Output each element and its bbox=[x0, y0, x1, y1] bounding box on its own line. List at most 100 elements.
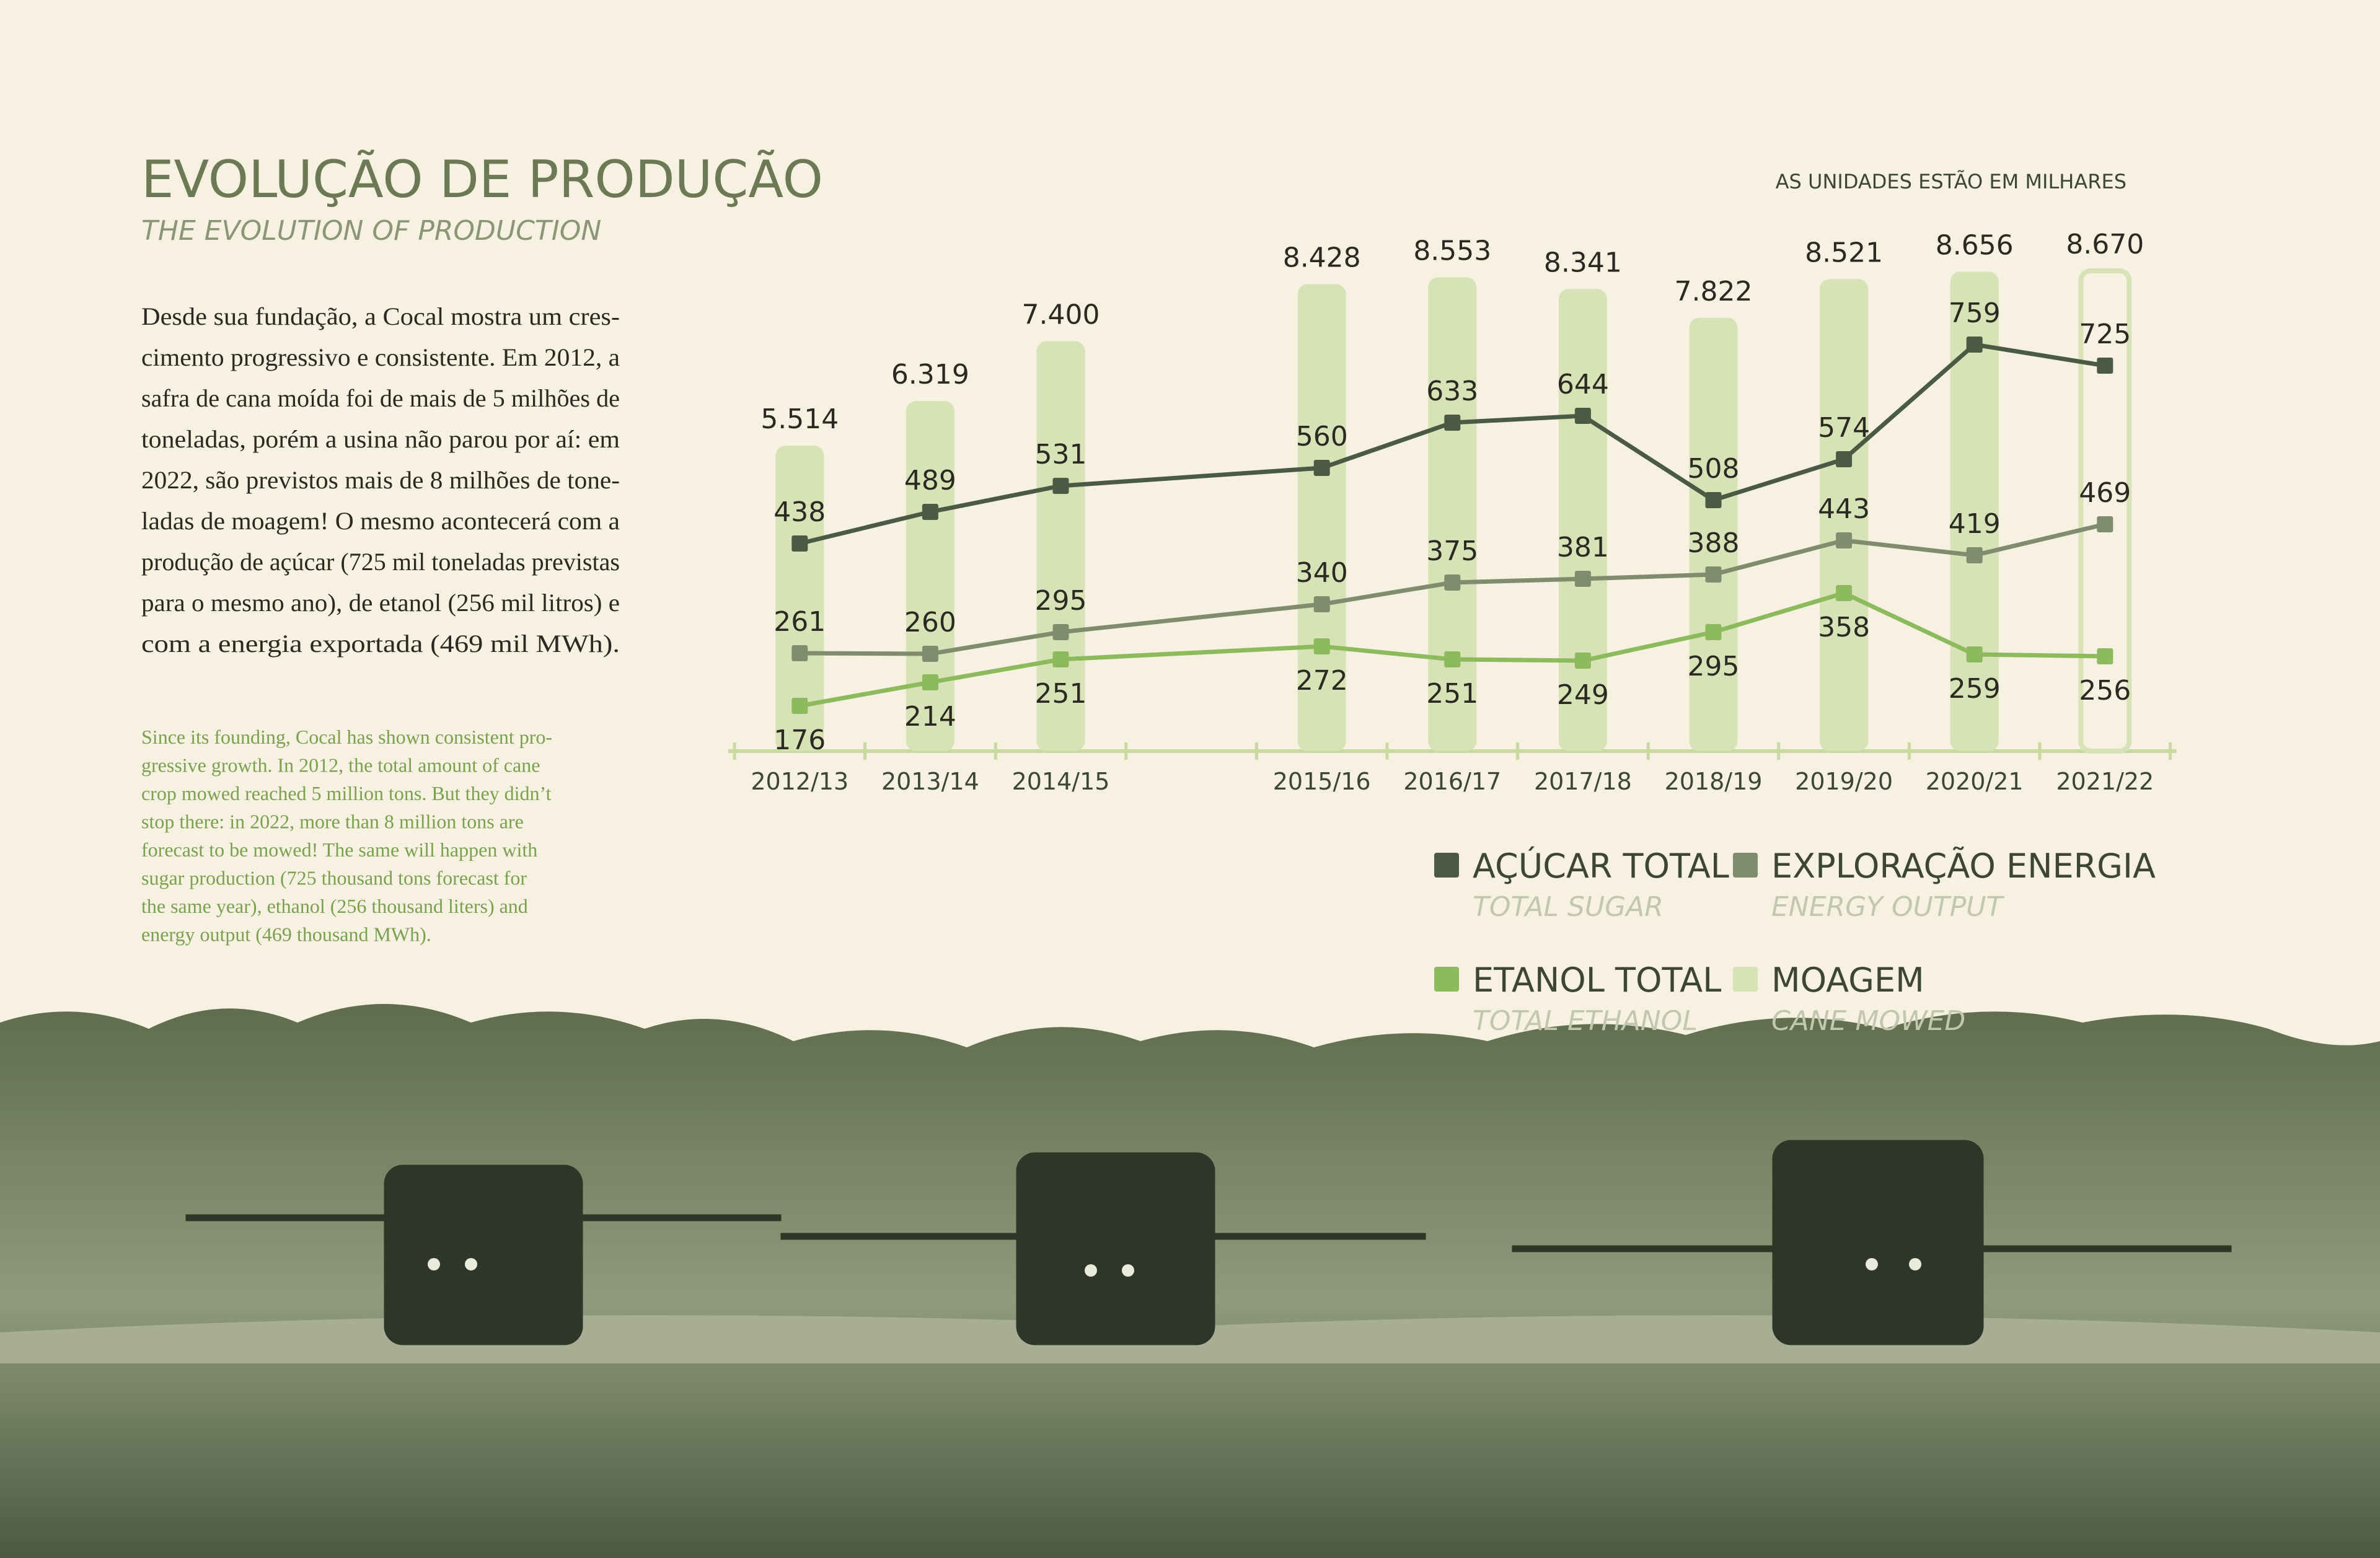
point-value-label: 340 bbox=[1296, 557, 1348, 589]
point bbox=[791, 698, 808, 714]
line bbox=[799, 342, 2105, 546]
point bbox=[1444, 651, 1461, 667]
point-value-label: 725 bbox=[2079, 319, 2131, 350]
legend-swatch bbox=[1434, 967, 1459, 992]
point-value-label: 759 bbox=[1949, 297, 2001, 329]
paragraph-en-line: crop mowed reached 5 million tons. But t… bbox=[141, 782, 552, 804]
point-value-label: 259 bbox=[1949, 673, 2001, 705]
point bbox=[1836, 451, 1853, 467]
legend-sublabel: TOTAL ETHANOL bbox=[1473, 1005, 1698, 1037]
point bbox=[922, 674, 938, 690]
point-value-label: 358 bbox=[1818, 612, 1870, 643]
bar bbox=[1558, 289, 1607, 751]
bar-value-label: 7.822 bbox=[1675, 276, 1753, 307]
point bbox=[1836, 585, 1853, 601]
point bbox=[1052, 651, 1069, 667]
bar-value-label: 8.670 bbox=[2066, 229, 2144, 260]
bar bbox=[1689, 317, 1738, 751]
paragraph-en-line: stop there: in 2022, more than 8 million… bbox=[141, 811, 524, 833]
paragraph-pt-line: ladas de moagem! O mesmo acontecerá com … bbox=[141, 507, 620, 535]
legend-swatch bbox=[1733, 967, 1758, 992]
bar-value-label: 6.319 bbox=[891, 359, 969, 390]
x-tick-label: 2021/22 bbox=[2056, 768, 2154, 795]
subtitle: THE EVOLUTION OF PRODUCTION bbox=[141, 215, 601, 247]
legend-sublabel: TOTAL SUGAR bbox=[1473, 891, 1664, 923]
point bbox=[1966, 337, 1983, 353]
point-value-label: 251 bbox=[1426, 678, 1478, 710]
point-value-label: 295 bbox=[1688, 651, 1740, 682]
point-value-label: 560 bbox=[1296, 421, 1348, 452]
point bbox=[1052, 478, 1069, 494]
point bbox=[1444, 574, 1461, 591]
legend-label: EXPLORAÇÃO ENERGIA bbox=[1771, 847, 2156, 886]
paragraph-pt-line: 2022, são previstos mais de 8 milhões de… bbox=[141, 466, 620, 494]
point bbox=[1313, 596, 1330, 612]
x-tick-label: 2018/19 bbox=[1665, 768, 1763, 795]
legend-swatch bbox=[1733, 853, 1758, 878]
point-value-label: 633 bbox=[1426, 376, 1478, 407]
point bbox=[1574, 571, 1591, 587]
paragraph-en-line: Since its founding, Cocal has shown cons… bbox=[141, 726, 552, 748]
point bbox=[1052, 624, 1069, 640]
point-value-label: 443 bbox=[1818, 493, 1870, 525]
legend-label: ETANOL TOTAL bbox=[1473, 961, 1721, 1000]
bar-value-label: 7.400 bbox=[1022, 299, 1100, 331]
point-value-label: 251 bbox=[1035, 678, 1087, 710]
point-value-label: 261 bbox=[774, 606, 826, 638]
photo bbox=[0, 1004, 2380, 1558]
x-tick-label: 2012/13 bbox=[751, 768, 848, 795]
point bbox=[922, 646, 938, 662]
point bbox=[1966, 547, 1983, 563]
point-value-label: 531 bbox=[1035, 439, 1087, 470]
point bbox=[1836, 532, 1853, 548]
x-tick-label: 2015/16 bbox=[1273, 768, 1371, 795]
x-tick-label: 2013/14 bbox=[881, 768, 979, 795]
paragraph-pt-line: produção de açúcar (725 mil toneladas pr… bbox=[141, 548, 620, 576]
bar-value-label: 8.341 bbox=[1544, 247, 1622, 278]
point bbox=[1313, 460, 1330, 476]
point-value-label: 574 bbox=[1818, 412, 1870, 444]
point bbox=[1574, 408, 1591, 424]
point-value-label: 272 bbox=[1296, 665, 1348, 697]
line bbox=[799, 591, 2105, 708]
bar-value-label: 8.428 bbox=[1283, 242, 1361, 274]
bar-value-label: 8.553 bbox=[1413, 235, 1491, 266]
point bbox=[1705, 492, 1722, 508]
point bbox=[1705, 624, 1722, 640]
paragraph-pt-line: Desde sua fundação, a Cocal mostra um cr… bbox=[141, 302, 620, 330]
paragraph-pt-line: toneladas, porém a usina não parou por a… bbox=[141, 425, 620, 453]
point-value-label: 260 bbox=[904, 607, 956, 638]
x-tick-label: 2014/15 bbox=[1012, 768, 1110, 795]
paragraph-pt-line: cimento progressivo e consistente. Em 20… bbox=[141, 343, 620, 371]
point bbox=[791, 535, 808, 552]
point-value-label: 295 bbox=[1035, 585, 1087, 617]
point bbox=[922, 504, 938, 520]
paragraph-en-line: gressive growth. In 2012, the total amou… bbox=[141, 754, 540, 777]
legend-swatch bbox=[1434, 853, 1459, 878]
point-value-label: 381 bbox=[1557, 532, 1609, 563]
point bbox=[1313, 638, 1330, 654]
bar bbox=[1820, 279, 1869, 751]
bar-value-label: 8.656 bbox=[1936, 229, 2014, 261]
x-tick-label: 2019/20 bbox=[1795, 768, 1893, 795]
point-value-label: 256 bbox=[2079, 675, 2131, 706]
units-note: AS UNIDADES ESTÃO EM MILHARES bbox=[1776, 170, 2127, 193]
paragraph-en-line: energy output (469 thousand MWh). bbox=[141, 923, 431, 946]
chart: 2012/13 2013/14 2014/15 2015/16 2016/17 2017/… bbox=[728, 229, 2177, 1037]
legend-label: MOAGEM bbox=[1771, 961, 1924, 1000]
point-value-label: 419 bbox=[1949, 508, 2001, 540]
bar bbox=[775, 446, 824, 751]
point-value-label: 489 bbox=[904, 465, 956, 496]
paragraph-en-line: the same year), ethanol (256 thousand li… bbox=[141, 895, 528, 917]
point bbox=[1444, 415, 1461, 431]
bar-value-label: 8.521 bbox=[1805, 237, 1883, 268]
point bbox=[791, 645, 808, 661]
point-value-label: 469 bbox=[2079, 477, 2131, 509]
x-tick-label: 2020/21 bbox=[1926, 768, 2024, 795]
point bbox=[1966, 646, 1983, 662]
paragraph-pt-line: com a energia exportada (469 mil MWh). bbox=[141, 630, 620, 658]
point-value-label: 176 bbox=[774, 724, 826, 756]
point bbox=[1574, 653, 1591, 669]
paragraph-en-line: forecast to be mowed! The same will happ… bbox=[141, 838, 537, 861]
paragraph-pt-line: safra de cana moída foi de mais de 5 mil… bbox=[141, 384, 620, 412]
